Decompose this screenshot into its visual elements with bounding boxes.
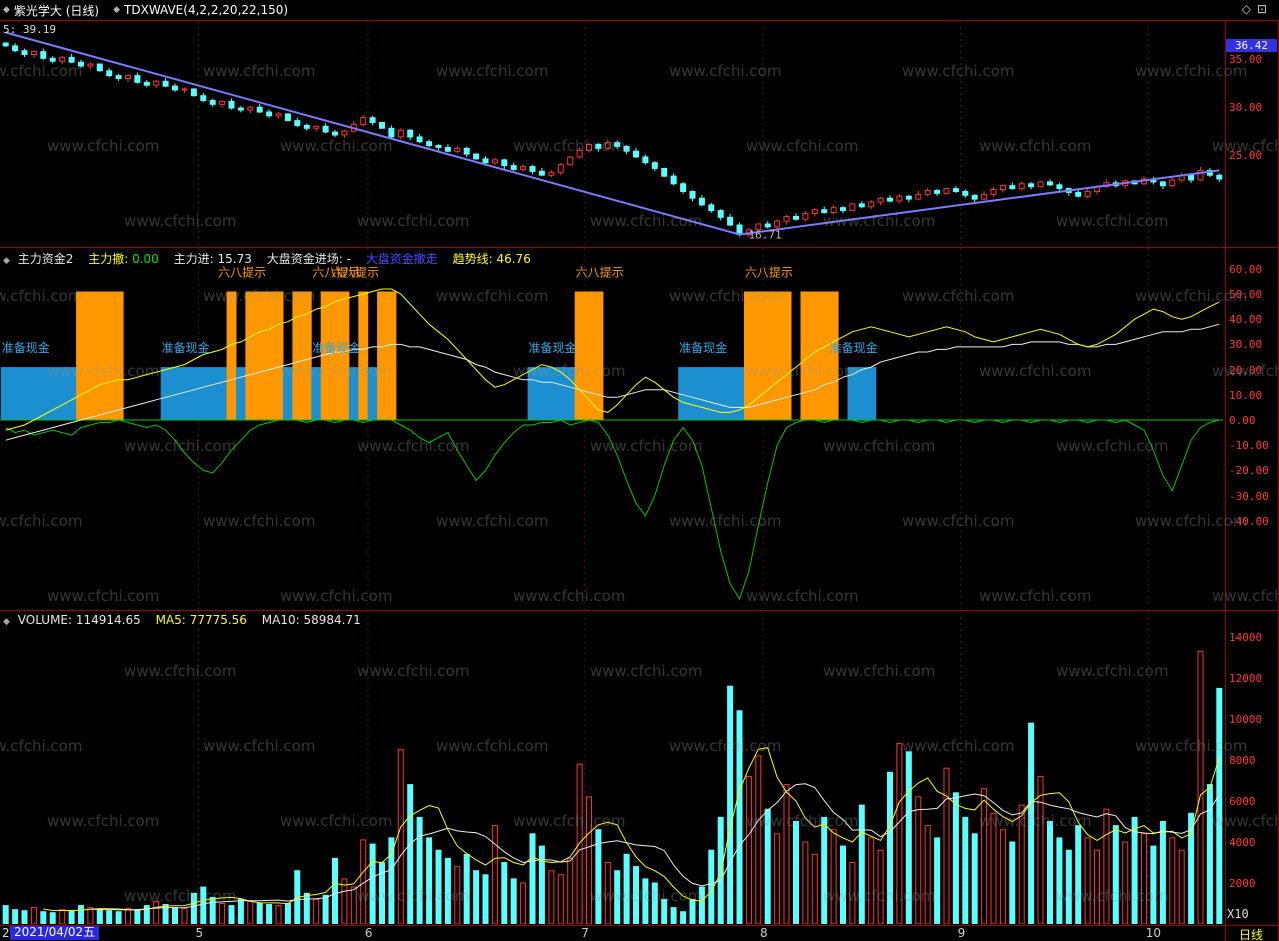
month-label: 10 <box>1145 926 1162 940</box>
alert-label: 六八提示 <box>312 264 360 279</box>
fund-item: 大盘资金进场: - <box>266 252 351 266</box>
axis-label: 0.00 <box>1229 414 1256 427</box>
titlebar-corner: ◇⊡ <box>1242 2 1273 16</box>
axis-label: 2000 <box>1229 877 1256 890</box>
fund-item: 主力撤: 0.00 <box>88 252 159 266</box>
axis-label: -10.00 <box>1229 439 1269 453</box>
month-label: 5 <box>195 926 204 940</box>
volume-item: MA10: 58984.71 <box>261 613 361 627</box>
cash-label: 准备现金 <box>162 340 210 355</box>
month-label: 6 <box>364 926 373 940</box>
window-icon[interactable]: ⊡ <box>1256 2 1273 16</box>
axis-label: 14000 <box>1229 631 1263 644</box>
kline-overlay-label: 5: 39.19 <box>3 23 56 36</box>
month-label: 8 <box>760 926 768 940</box>
titlebar: ◆ 紫光学大 (日线) ◆ TDXWAVE(4,2,2,20,22,150) ◇… <box>0 0 1279 20</box>
axis-border <box>1225 20 1226 941</box>
frame-line <box>0 20 1279 21</box>
axis-label: 30.00 <box>1229 338 1263 352</box>
volume-chart[interactable] <box>0 611 1225 924</box>
current-price-box: 36.42 <box>1226 38 1277 52</box>
axis-label: -40.00 <box>1229 514 1269 528</box>
cash-label: 准备现金 <box>529 340 577 355</box>
cash-label: 准备现金 <box>830 340 878 355</box>
axis-label: 30.00 <box>1229 101 1263 115</box>
volume-unit-label: X10 <box>1227 907 1249 921</box>
fund-item: 主力进: 15.73 <box>173 252 252 266</box>
axis-label: -30.00 <box>1229 489 1269 503</box>
cash-label: 准备现金 <box>2 340 50 355</box>
alert-label: 六八提示 <box>576 264 624 279</box>
kline-chart[interactable]: 16.71 <box>0 21 1225 247</box>
axis-label: 35.00 <box>1229 53 1263 67</box>
axis-label: 4000 <box>1229 836 1256 849</box>
alert-label: 六八提示 <box>218 264 266 279</box>
month-label: 7 <box>581 926 589 940</box>
time-axis[interactable]: 2 2021/04/02五 5 6 7 8 9 10 <box>0 925 1279 941</box>
panel-separator <box>0 247 1279 248</box>
fund-item: 大盘资金撤走 <box>365 252 438 266</box>
fund-panel[interactable]: 六八提示 六八提示 六八提示 六八提示 六八提示 准备现金 准备现金 准备现金 准备现金 准备现金… <box>0 248 1225 609</box>
axis-label: 25.00 <box>1229 149 1263 163</box>
indicator-title: TDXWAVE(4,2,2,20,22,150) <box>124 3 289 17</box>
panel-separator <box>0 925 1279 926</box>
axis-label: 8000 <box>1229 754 1256 767</box>
axis-label: 40.00 <box>1229 313 1263 327</box>
trend-low-label: 16.71 <box>749 229 782 242</box>
axis-prefix-label: 2 <box>2 926 10 940</box>
axis-label: 6000 <box>1229 795 1256 808</box>
alert-label: 六八提示 <box>331 264 379 279</box>
stock-title: 紫光学大 (日线) <box>13 3 100 18</box>
volume-item: VOLUME: 114914.65 <box>17 613 141 627</box>
price-axis: 36.42 35.00 30.00 25.00 60.00 50.00 40.00 30.0… <box>1226 20 1278 941</box>
panel-collapse-icon[interactable]: ◆ <box>3 617 10 627</box>
axis-label: 10.00 <box>1229 388 1263 402</box>
volume-header: ◆ VOLUME: 114914.65 MA5: 77775.56 MA10: … <box>3 613 372 627</box>
kline-panel[interactable]: 16.71 <box>0 21 1225 247</box>
cash-label: 准备现金 <box>312 340 360 355</box>
panel-separator <box>0 610 1279 611</box>
fund-title: 主力资金2 <box>17 252 74 266</box>
panel-collapse-icon[interactable]: ◆ <box>3 5 10 15</box>
axis-label: 60.00 <box>1229 262 1263 276</box>
axis-label: 12000 <box>1229 672 1263 685</box>
date-box: 2021/04/02五 <box>10 925 100 940</box>
panel-collapse-icon[interactable]: ◆ <box>3 256 10 266</box>
diamond-icon[interactable]: ◇ <box>1241 2 1257 16</box>
period-label[interactable]: 日线 <box>1239 928 1264 941</box>
axis-label: 20.00 <box>1229 363 1263 377</box>
axis-label: 10000 <box>1229 713 1263 726</box>
axis-label: -20.00 <box>1229 464 1269 478</box>
alert-label: 六八提示 <box>745 264 793 279</box>
volume-item: MA5: 77775.56 <box>155 613 247 627</box>
fund-header: ◆ 主力资金2 主力撤: 0.00 主力进: 15.73 大盘资金进场: - 大… <box>3 250 542 267</box>
volume-panel[interactable] <box>0 611 1225 924</box>
month-label: 9 <box>957 926 966 940</box>
cash-label: 准备现金 <box>679 340 727 355</box>
axis-label: 50.00 <box>1229 288 1263 301</box>
fund-item: 趋势线: 46.76 <box>452 252 531 266</box>
panel-collapse-icon[interactable]: ◆ <box>113 5 121 15</box>
